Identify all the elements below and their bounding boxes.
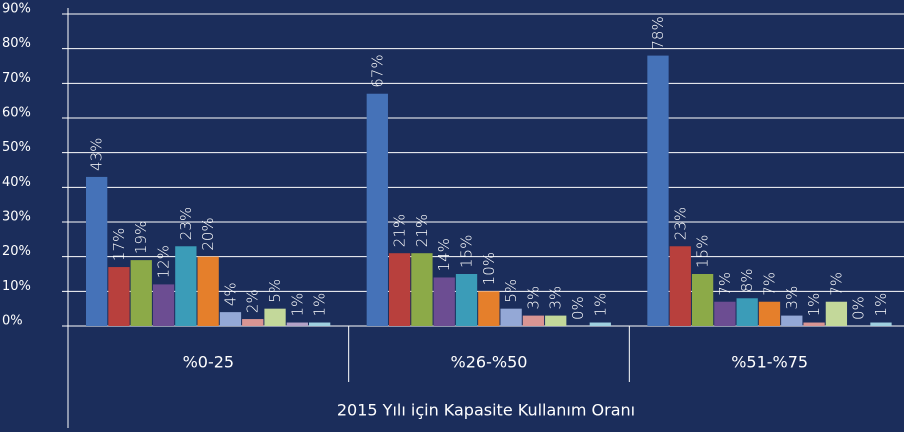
value-label: 23% <box>177 207 195 240</box>
bar <box>309 322 331 326</box>
bar <box>455 274 478 326</box>
bar <box>86 176 108 326</box>
bar <box>870 322 892 326</box>
bar <box>152 284 175 326</box>
bar <box>286 322 308 326</box>
value-label: 20% <box>199 217 217 250</box>
value-label: 17% <box>110 228 128 261</box>
y-tick-label: 40% <box>2 175 31 190</box>
value-label: 1% <box>288 293 306 317</box>
bar <box>388 253 411 326</box>
value-label: 78% <box>649 16 667 49</box>
bar <box>197 256 219 326</box>
y-tick-label: 50% <box>2 140 31 155</box>
value-label: 3% <box>524 286 542 310</box>
y-tick-label: 0% <box>2 314 23 329</box>
x-tick-label: %51-%75 <box>731 353 808 372</box>
y-tick-label: 30% <box>2 210 31 225</box>
y-tick-label: 90% <box>2 2 31 17</box>
bar <box>522 315 545 326</box>
value-label: 5% <box>266 279 284 303</box>
bar <box>691 274 714 326</box>
value-label: 1% <box>872 293 890 317</box>
bar <box>411 253 433 326</box>
value-label: 10% <box>480 252 498 285</box>
value-label: 8% <box>738 268 756 292</box>
x-tick-label: %0-25 <box>183 353 235 372</box>
bar <box>219 312 242 326</box>
bar <box>803 322 825 326</box>
value-label: 3% <box>547 286 565 310</box>
value-label: 43% <box>88 138 106 171</box>
value-label: 12% <box>155 245 173 278</box>
value-label: 23% <box>671 207 689 240</box>
value-label: 0% <box>850 296 868 320</box>
value-label: 15% <box>458 235 476 268</box>
y-tick-label: 60% <box>2 106 31 121</box>
value-label: 7% <box>760 272 778 296</box>
bar <box>242 319 264 326</box>
bar <box>264 308 286 326</box>
bar <box>175 246 197 326</box>
y-tick-label: 10% <box>2 279 31 294</box>
value-label: 7% <box>827 272 845 296</box>
value-label: 19% <box>132 221 150 254</box>
bar <box>478 291 500 326</box>
bar <box>714 301 736 326</box>
value-label: 5% <box>502 279 520 303</box>
value-label: 4% <box>221 282 239 306</box>
bar <box>366 93 388 326</box>
bar <box>781 315 803 326</box>
value-label: 14% <box>435 238 453 271</box>
y-tick-label: 80% <box>2 36 31 51</box>
value-label: 21% <box>391 214 409 247</box>
bar <box>433 277 455 326</box>
bar <box>589 322 611 326</box>
bar <box>825 301 848 326</box>
y-tick-label: 20% <box>2 244 31 259</box>
x-tick-label: %26-%50 <box>451 353 528 372</box>
bar <box>108 267 130 326</box>
value-label: 21% <box>413 214 431 247</box>
bar <box>500 308 522 326</box>
value-label: 0% <box>569 296 587 320</box>
value-label: 7% <box>716 272 734 296</box>
value-label: 3% <box>783 286 801 310</box>
x-axis-title: 2015 Yılı için Kapasite Kullanım Oranı <box>337 401 635 420</box>
y-tick-label: 70% <box>2 71 31 86</box>
value-label: 1% <box>311 293 329 317</box>
value-label: 15% <box>694 235 712 268</box>
bar <box>669 246 691 326</box>
value-label: 1% <box>591 293 609 317</box>
bar <box>130 260 152 326</box>
value-label: 2% <box>244 289 262 313</box>
bar <box>545 315 567 326</box>
bar <box>758 301 781 326</box>
value-label: 67% <box>368 54 386 87</box>
bar <box>736 298 758 326</box>
bar <box>647 55 669 326</box>
value-label: 1% <box>805 293 823 317</box>
